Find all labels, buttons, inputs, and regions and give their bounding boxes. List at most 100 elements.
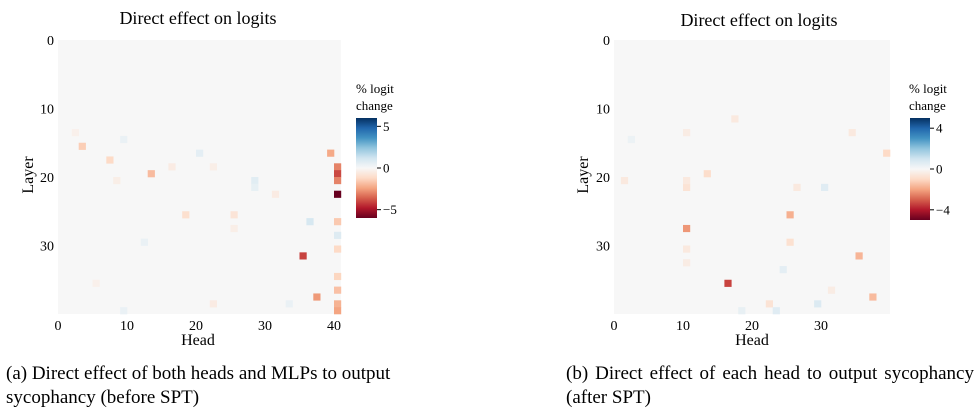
y-axis-label-a: Layer	[20, 156, 37, 194]
heatmap-cell	[683, 245, 691, 253]
heatmap-cell	[620, 177, 629, 185]
heatmap-cell	[703, 170, 711, 178]
heatmap-cells-a	[58, 40, 342, 315]
heatmap-cell	[786, 238, 794, 246]
x-tick-label: 40	[327, 319, 341, 334]
x-axis-label-a: Head	[181, 332, 215, 349]
heatmap-cell	[683, 183, 691, 191]
heatmap-cell	[724, 279, 732, 287]
colorbar-tick-label: 4	[936, 121, 943, 136]
heatmap-cell	[306, 218, 314, 226]
y-tick-label: 10	[596, 103, 610, 118]
heatmap-cell	[821, 183, 829, 191]
heatmap-cell	[738, 307, 746, 315]
chart-title-a: Direct effect on logits	[119, 8, 276, 28]
heatmap-cell	[78, 142, 86, 150]
heatmap-cell	[683, 129, 691, 137]
heatmap-cells-b	[614, 40, 891, 315]
colorbar-title-a-line2: change	[356, 98, 393, 113]
heatmap-cell	[334, 231, 342, 239]
heatmap-cell	[334, 163, 342, 171]
heatmap-cell	[120, 135, 128, 144]
heatmap-cell	[683, 177, 691, 185]
heatmap-cell	[113, 177, 121, 185]
heatmap-cell	[869, 293, 877, 301]
y-tick-label: 20	[596, 171, 610, 186]
heatmap-cell	[786, 211, 794, 219]
heatmap-cell	[168, 163, 176, 171]
heatmap-cell	[182, 211, 190, 219]
x-tick-label: 30	[258, 319, 272, 334]
x-ticks-b: 0 10 20 30	[611, 319, 829, 334]
x-axis-label-b: Head	[735, 332, 769, 349]
heatmap-cell	[334, 307, 342, 315]
heatmap-cell	[147, 170, 155, 178]
heatmap-cell	[106, 156, 114, 164]
heatmap-cell	[209, 163, 217, 171]
y-ticks-a: 0 10 20 30	[40, 34, 54, 255]
heatmap-panel-a: Direct effect on logits 0 10 20 30 40 0 10 20 3…	[20, 8, 397, 349]
x-tick-label: 30	[814, 319, 828, 334]
heatmap-cell	[327, 149, 335, 157]
x-tick-label: 20	[189, 319, 203, 334]
heatmap-cell	[334, 300, 342, 308]
heatmap-cell	[334, 218, 342, 226]
colorbar-gradient-a	[356, 118, 377, 218]
x-ticks-a: 0 10 20 30 40	[55, 319, 342, 334]
heatmap-cell	[779, 266, 787, 274]
chart-title-b: Direct effect on logits	[680, 10, 837, 30]
y-tick-label: 30	[40, 240, 54, 255]
heatmap-cell	[71, 129, 79, 137]
heatmap-cell	[772, 307, 780, 315]
heatmap-cell	[140, 238, 148, 246]
heatmap-background-b	[614, 40, 890, 314]
colorbar-title-a-line1: % logit	[356, 81, 394, 96]
heatmap-cell	[814, 300, 822, 308]
heatmap-cell	[334, 245, 342, 253]
x-tick-label: 10	[676, 319, 690, 334]
heatmap-cell	[334, 286, 342, 294]
heatmap-cell	[299, 252, 307, 260]
caption-b: (b) Direct effect of each head to output…	[566, 363, 974, 408]
caption-a: (a) Direct effect of both heads and MLPs…	[6, 363, 391, 408]
heatmap-cell	[230, 224, 238, 233]
y-tick-label: 30	[596, 240, 610, 255]
heatmap-cell	[627, 135, 635, 144]
heatmap-cell	[196, 149, 204, 157]
colorbar-tick-label: −5	[383, 202, 397, 217]
x-tick-label: 0	[55, 319, 62, 334]
heatmap-cell	[855, 252, 863, 260]
heatmap-cell	[334, 170, 342, 178]
heatmap-panel-b: Direct effect on logits 0 10 20 30 0102030 …	[575, 10, 950, 349]
heatmap-cell	[334, 177, 342, 185]
colorbar-ticks-b: 4 0 −4	[930, 121, 950, 217]
heatmap-cell	[251, 183, 259, 191]
heatmap-cell	[793, 183, 801, 191]
colorbar-b: % logit change 4 0 −4	[909, 81, 950, 220]
y-tick-label: 0	[603, 34, 610, 49]
colorbar-tick-label: 0	[936, 162, 943, 177]
y-ticks-b: 0 10 20 30	[596, 34, 610, 255]
heatmap-cell	[251, 177, 259, 185]
colorbar-ticks-a: 5 0 −5	[377, 119, 397, 217]
heatmap-cell	[334, 190, 342, 198]
colorbar-tick-label: 5	[383, 119, 390, 134]
y-tick-label: 20	[40, 171, 54, 186]
heatmap-cell	[271, 190, 280, 198]
x-tick-label: 20	[745, 319, 759, 334]
colorbar-title-b-line2: change	[909, 98, 946, 113]
colorbar-gradient-b	[910, 118, 930, 220]
heatmap-cell	[683, 224, 691, 233]
heatmap-cell	[120, 307, 128, 315]
heatmap-cell	[230, 211, 238, 219]
x-tick-label: 0	[611, 319, 618, 334]
heatmap-cell	[765, 300, 773, 308]
heatmap-cell	[209, 300, 217, 308]
heatmap-cell	[92, 279, 100, 287]
heatmap-cell	[883, 149, 891, 157]
y-tick-label: 0	[47, 34, 54, 49]
heatmap-cell	[334, 272, 342, 281]
heatmap-cell	[285, 300, 293, 308]
colorbar-a: % logit change 5 0 −5	[356, 81, 397, 218]
